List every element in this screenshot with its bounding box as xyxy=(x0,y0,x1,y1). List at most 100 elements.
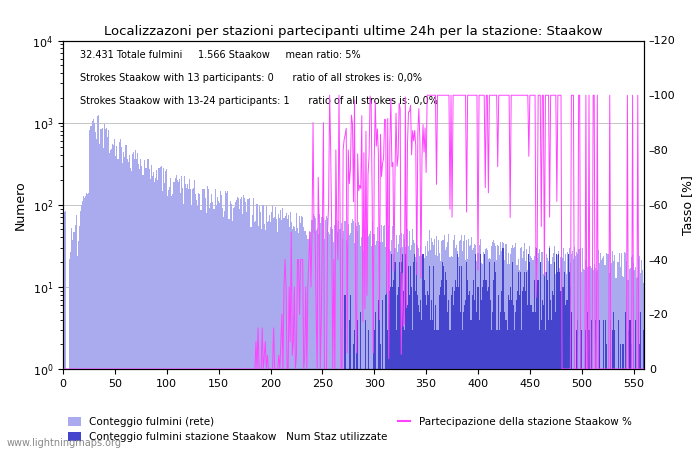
Bar xyxy=(108,130,109,450)
Bar xyxy=(223,216,224,450)
Bar xyxy=(436,236,437,450)
Bar xyxy=(493,280,494,450)
Bar xyxy=(528,270,529,450)
Bar xyxy=(443,266,444,450)
Bar xyxy=(83,196,84,450)
Bar xyxy=(467,280,468,450)
Bar xyxy=(527,270,528,450)
Bar xyxy=(433,245,434,450)
Bar xyxy=(423,254,424,450)
Bar xyxy=(195,194,196,450)
Bar xyxy=(312,214,314,450)
Bar xyxy=(584,270,585,450)
Bar xyxy=(411,287,412,450)
Bar xyxy=(466,240,467,450)
Bar xyxy=(419,256,421,450)
Bar xyxy=(498,295,499,450)
Bar xyxy=(322,230,323,450)
Bar xyxy=(111,149,112,450)
Text: Strokes Staakow with 13 participants: 0      ratio of all strokes is: 0,0%: Strokes Staakow with 13 participants: 0 … xyxy=(80,73,422,83)
Bar xyxy=(304,231,305,450)
Bar xyxy=(372,234,374,450)
Bar xyxy=(376,241,377,450)
Bar xyxy=(412,229,413,450)
Bar xyxy=(360,311,361,450)
Bar xyxy=(621,253,622,450)
Bar xyxy=(180,194,181,450)
Bar xyxy=(224,212,225,450)
Bar xyxy=(241,197,242,450)
Bar xyxy=(561,287,563,450)
Bar xyxy=(495,246,496,450)
Bar xyxy=(625,253,626,450)
Bar xyxy=(260,230,262,450)
Bar xyxy=(554,262,555,450)
Bar xyxy=(563,287,564,450)
Bar xyxy=(383,226,384,450)
Bar xyxy=(379,230,380,450)
Bar xyxy=(110,150,111,450)
Bar xyxy=(239,209,240,450)
Bar xyxy=(131,171,132,450)
Bar xyxy=(352,219,353,450)
Bar xyxy=(221,195,223,450)
Bar xyxy=(559,272,561,450)
Bar xyxy=(356,226,357,450)
Bar xyxy=(232,208,234,450)
Bar xyxy=(578,249,579,450)
Bar xyxy=(473,280,475,450)
Bar xyxy=(495,272,496,450)
Bar xyxy=(384,225,385,450)
Bar xyxy=(455,280,456,450)
Bar xyxy=(135,150,136,450)
Bar xyxy=(193,188,194,450)
Text: Strokes Staakow with 13-24 participants: 1      ratio of all strokes is: 0,0%: Strokes Staakow with 13-24 participants:… xyxy=(80,96,438,106)
Bar xyxy=(508,295,509,450)
Bar xyxy=(535,247,536,450)
Bar xyxy=(138,164,139,450)
Bar xyxy=(88,193,90,450)
Bar xyxy=(453,240,454,450)
Bar xyxy=(441,241,442,450)
Bar xyxy=(625,311,626,450)
Bar xyxy=(206,186,208,450)
Bar xyxy=(452,287,453,450)
Bar xyxy=(580,248,581,450)
Bar xyxy=(421,256,423,450)
Bar xyxy=(325,220,326,450)
Bar xyxy=(553,295,554,450)
Bar xyxy=(365,320,367,450)
Bar xyxy=(475,245,477,450)
Bar xyxy=(482,264,483,450)
Bar xyxy=(513,248,514,450)
Bar xyxy=(483,280,484,450)
Bar xyxy=(370,246,372,450)
Bar xyxy=(565,254,566,450)
Bar xyxy=(126,144,127,450)
Bar xyxy=(564,261,565,450)
Bar xyxy=(76,215,77,450)
Bar xyxy=(631,344,632,450)
Bar xyxy=(499,330,500,450)
Bar xyxy=(571,311,572,450)
Bar xyxy=(536,256,537,450)
Bar xyxy=(545,272,546,450)
Bar xyxy=(218,201,219,450)
Bar xyxy=(623,277,624,450)
Bar xyxy=(172,194,174,450)
Bar xyxy=(563,248,564,450)
Bar xyxy=(411,245,412,450)
Bar xyxy=(539,249,540,450)
Bar xyxy=(228,219,230,450)
Bar xyxy=(630,320,631,450)
Bar xyxy=(524,243,525,450)
Bar xyxy=(400,262,402,450)
Bar xyxy=(559,268,561,450)
Bar xyxy=(314,218,316,450)
Bar xyxy=(522,291,523,450)
Bar xyxy=(605,320,606,450)
Bar xyxy=(107,137,108,450)
Bar xyxy=(409,231,410,450)
Bar xyxy=(408,266,409,450)
Bar xyxy=(492,311,493,450)
